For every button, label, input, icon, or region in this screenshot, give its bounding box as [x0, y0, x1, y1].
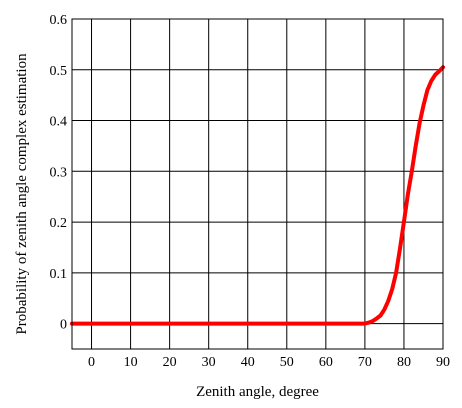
- x-tick-labels: 0 10 20 30 40 50 60 70 80 90: [88, 355, 450, 370]
- y-tick-label: 0: [60, 318, 67, 333]
- x-tick-label: 50: [280, 355, 294, 370]
- series-line-1: [70, 65, 445, 326]
- x-tick-label: 60: [319, 355, 333, 370]
- x-tick-label: 20: [163, 355, 177, 370]
- x-tick-label: 90: [436, 355, 450, 370]
- x-tick-label: 30: [202, 355, 216, 370]
- y-tick-label: 0.2: [50, 216, 68, 231]
- y-tick-label: 0.4: [50, 115, 68, 130]
- x-tick-label: 0: [88, 355, 95, 370]
- y-tick-label: 0.6: [50, 13, 68, 28]
- y-tick-label: 0.5: [50, 64, 68, 79]
- series-layer: [70, 65, 445, 326]
- x-tick-label: 70: [358, 355, 372, 370]
- x-tick-label: 80: [397, 355, 411, 370]
- y-axis-title: Probability of zenith angle complex esti…: [14, 53, 30, 335]
- x-tick-label: 40: [241, 355, 255, 370]
- y-tick-label: 0.1: [50, 267, 68, 282]
- plot-frame: [71, 18, 444, 350]
- x-axis-title: Zenith angle, degree: [196, 384, 319, 400]
- x-tick-label: 10: [124, 355, 138, 370]
- y-tick-label: 0.3: [50, 165, 68, 180]
- y-tick-labels: 0 0.1 0.2 0.3 0.4 0.5 0.6: [50, 13, 68, 333]
